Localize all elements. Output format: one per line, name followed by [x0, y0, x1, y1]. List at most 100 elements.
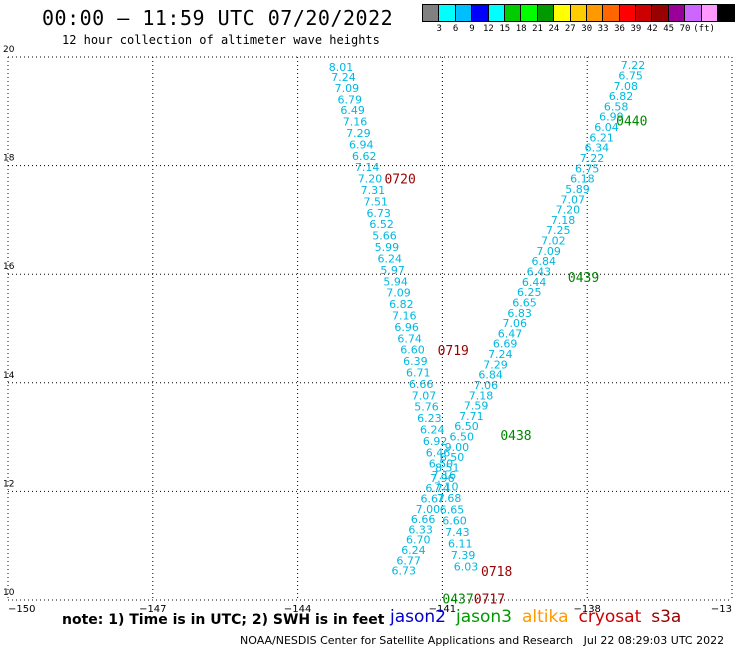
wave-height-point: 6.71 — [406, 366, 431, 379]
wave-height-point: 7.07 — [560, 193, 585, 206]
wave-height-point: 7.14 — [355, 161, 380, 174]
wave-height-point: 6.24 — [420, 423, 445, 436]
wave-height-point: 7.51 — [364, 195, 389, 208]
wave-height-point: 6.70 — [406, 534, 431, 547]
wave-height-point: 6.33 — [408, 523, 433, 536]
colorbar-swatch — [423, 5, 440, 21]
wave-height-point: 6.67 — [420, 492, 445, 505]
x-tick-label: −141 — [429, 604, 456, 615]
colorbar-labels: 3 6 9 12 15 18 21 24 27 30 33 36 39 42 45 70 (ft) — [431, 24, 735, 34]
wave-height-point: 7.96 — [430, 472, 455, 485]
wave-height-point: 6.84 — [478, 369, 503, 382]
wave-height-point: 6.52 — [369, 218, 394, 231]
wave-height-point: 7.20 — [556, 204, 581, 217]
pass-time-label: 0437 — [442, 592, 473, 607]
wave-height-point: 7.09 — [386, 287, 411, 300]
wave-height-point: 6.46 — [426, 446, 451, 459]
wave-height-point: 6.50 — [440, 451, 465, 464]
wave-height-point: 7.24 — [488, 348, 513, 361]
y-tick-label: 20 — [3, 45, 15, 55]
wave-height-point: 8.51 — [435, 462, 460, 475]
wave-height-point: 7.68 — [437, 492, 462, 505]
mission-legend: jason2 jason3 altika cryosat s3a — [390, 607, 691, 627]
mission-jason3: jason3 — [456, 607, 512, 627]
wave-height-point: 6.94 — [349, 138, 374, 151]
wave-height-point: 6.66 — [411, 513, 436, 526]
wave-height-point: 6.99 — [599, 111, 624, 124]
wave-height-point: 7.00 — [416, 503, 441, 516]
colorbar-swatch — [685, 5, 702, 21]
colorbar-label: 30 — [581, 24, 593, 34]
wave-height-point: 5.66 — [372, 230, 397, 243]
mission-s3a: s3a — [651, 607, 682, 627]
colorbar-swatch — [603, 5, 620, 21]
wave-height-point: 7.02 — [541, 235, 566, 248]
wave-height-point: 6.47 — [498, 327, 523, 340]
wave-height-point: 6.92 — [423, 435, 448, 448]
wave-height-point: 6.62 — [352, 150, 377, 163]
wave-height-point: 7.07 — [412, 389, 437, 402]
colorbar-label: 27 — [564, 24, 576, 34]
colorbar-label: 18 — [515, 24, 527, 34]
wave-height-point: 5.94 — [383, 275, 408, 288]
colorbar-swatch — [668, 5, 686, 21]
wave-height-point: 6.96 — [394, 321, 419, 334]
colorbar-label: 6 — [452, 24, 459, 34]
mission-jason2: jason2 — [390, 607, 446, 627]
wave-height-point: 7.06 — [474, 379, 499, 392]
colorbar-label: (ft) — [693, 24, 715, 34]
wave-height-point: 6.23 — [417, 412, 442, 425]
colorbar-swatch — [537, 5, 555, 21]
y-tick-label: 18 — [3, 154, 15, 164]
pass-time-label: 0718 — [481, 565, 512, 580]
colorbar-swatch — [718, 5, 735, 21]
pass-time-label: 0719 — [438, 344, 469, 359]
colorbar-label: 15 — [499, 24, 511, 34]
wave-height-point: 7.16 — [392, 309, 417, 322]
wave-height-point: 6.66 — [409, 378, 434, 391]
x-tick-label: −150 — [8, 604, 35, 615]
wave-height-point: 6.73 — [366, 207, 391, 220]
y-tick-label: 16 — [3, 262, 15, 272]
wave-height-point: 6.34 — [585, 142, 610, 155]
pass-time-label: 0720 — [384, 173, 415, 188]
wave-height-point: 6.11 — [448, 538, 473, 551]
colorbar-swatch — [472, 5, 489, 21]
wave-height-point: 5.97 — [380, 264, 405, 277]
colorbar-swatch — [488, 5, 505, 21]
wave-height-point: 6.60 — [400, 344, 425, 357]
wave-height-point: 7.25 — [546, 224, 571, 237]
wave-height-point: 7.10 — [434, 481, 459, 494]
colorbar-label: 33 — [597, 24, 609, 34]
pass-time-label: 0717 — [474, 592, 505, 607]
colorbar-swatch — [652, 5, 669, 21]
wave-height-point: 6.65 — [440, 503, 465, 516]
wave-height-point: 7.59 — [464, 400, 489, 413]
colorbar-swatch — [701, 5, 719, 21]
colorbar-label: 12 — [482, 24, 494, 34]
wave-height-point: 6.60 — [442, 515, 467, 528]
colorbar-swatch — [521, 5, 538, 21]
colorbar-swatch — [619, 5, 637, 21]
wave-height-point: 6.03 — [454, 560, 479, 573]
wave-height-point: 7.16 — [343, 116, 368, 129]
wave-height-point: 6.58 — [604, 100, 629, 113]
wave-height-point: 7.31 — [361, 184, 386, 197]
wave-height-point: 7.39 — [451, 549, 476, 562]
colorbar-label: 45 — [663, 24, 675, 34]
wave-height-point: 6.79 — [337, 93, 362, 106]
wave-height-point: 6.18 — [570, 173, 595, 186]
pass-time-label: 0438 — [500, 429, 531, 444]
wave-height-point: 6.83 — [507, 307, 532, 320]
wave-height-point: 6.44 — [522, 276, 547, 289]
wave-height-point: 5.89 — [565, 183, 590, 196]
wave-height-point: 7.18 — [469, 389, 494, 402]
wave-height-point: 6.75 — [575, 162, 600, 175]
footer-credit: NOAA/NESDIS Center for Satellite Applica… — [240, 634, 725, 647]
wave-height-point: 7.24 — [331, 71, 356, 84]
x-tick-label: −138 — [573, 604, 600, 615]
colorbar-swatch — [554, 5, 571, 21]
wave-height-point: 6.84 — [532, 255, 557, 268]
wave-height-point: 6.69 — [493, 338, 518, 351]
